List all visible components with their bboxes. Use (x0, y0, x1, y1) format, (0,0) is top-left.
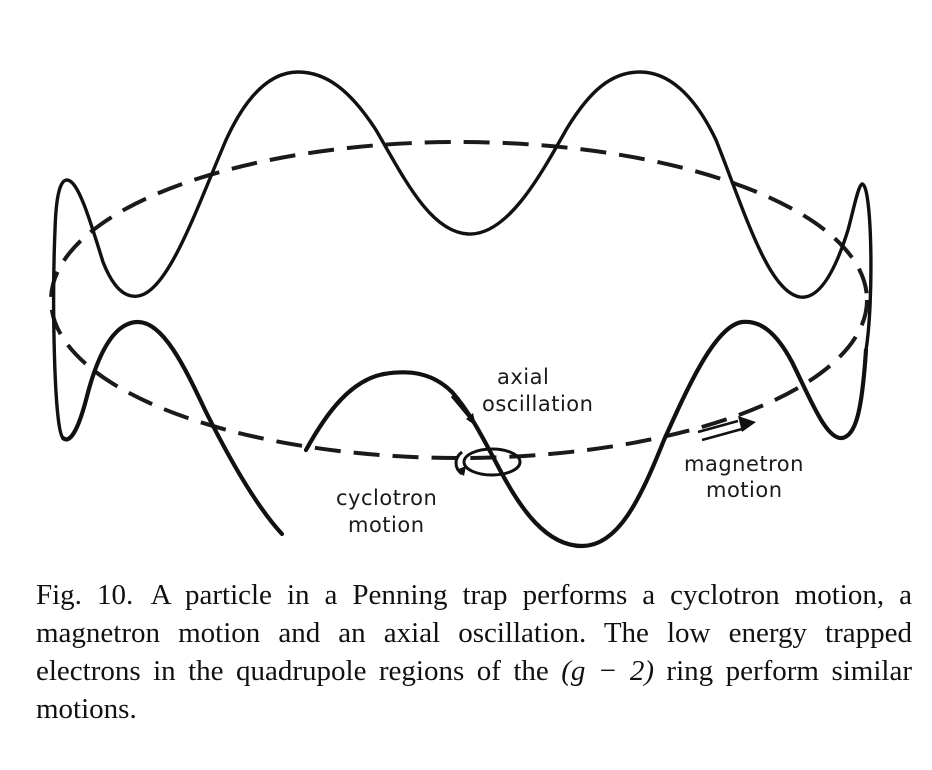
magnetron-arrowhead-icon (738, 416, 756, 432)
trajectory-front-left (60, 319, 285, 537)
trajectory-back (52, 70, 873, 440)
axial-label: axial (497, 365, 550, 389)
caption-math: (g − 2) (561, 655, 654, 687)
oscillation-label: oscillation (482, 392, 594, 416)
penning-trap-figure: axial oscillation magnetron motion cyclo… (49, 70, 873, 549)
penning-trap-diagram (49, 70, 873, 549)
magnetron-label: magnetron (684, 452, 804, 476)
magnetron-motion-label: motion (706, 478, 783, 502)
trajectory-front-right (303, 319, 869, 549)
axial-arrowhead-icon (466, 413, 476, 426)
axial-arrow-icon (450, 395, 474, 421)
cyclotron-motion-label: motion (348, 513, 425, 537)
magnetron-orbit-ring (49, 140, 869, 460)
figure-number: Fig. 10. (36, 579, 134, 611)
magnetron-arrow-icon (697, 419, 743, 442)
cyclotron-arrowhead-icon (456, 466, 466, 476)
cyclotron-label: cyclotron (336, 486, 438, 510)
cyclotron-loop (462, 447, 522, 477)
caption-text-part2: ring perform similar motions. (36, 655, 912, 725)
caption-text-part1: A particle in a Penning trap performs a … (36, 579, 912, 687)
figure-caption: Fig. 10. A particle in a Penning trap pe… (36, 576, 912, 728)
